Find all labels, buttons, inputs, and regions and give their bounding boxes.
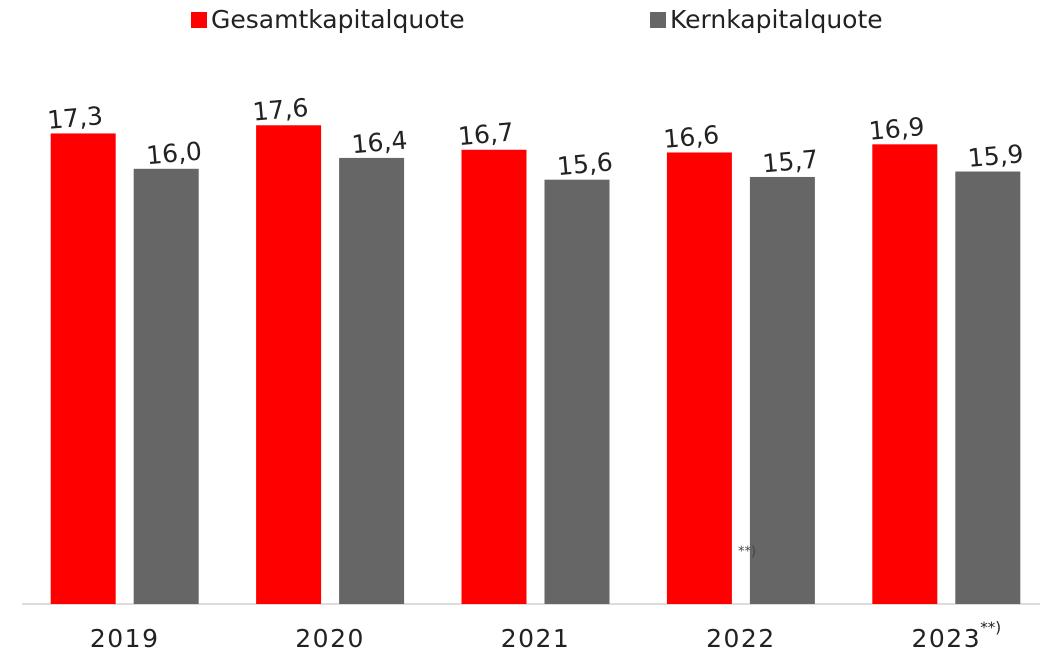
value-label: 15,6	[556, 147, 614, 181]
annotation: **)	[980, 619, 1001, 637]
bar	[256, 125, 322, 604]
value-label: 16,6	[662, 120, 720, 154]
value-label: 15,7	[761, 145, 819, 179]
x-tick-label: 2022	[706, 624, 776, 653]
value-label: 16,9	[868, 112, 926, 146]
x-tick-label: 2019	[90, 624, 160, 653]
x-tick-label: 2023	[911, 624, 981, 653]
legend-label: Gesamtkapitalquote	[211, 5, 465, 34]
bar	[666, 152, 732, 605]
legend-swatch	[191, 12, 207, 28]
bar	[544, 179, 610, 604]
value-label: 16,7	[457, 117, 515, 151]
legend-swatch	[650, 12, 666, 28]
value-label: 17,6	[251, 93, 309, 127]
bar	[749, 176, 815, 604]
x-tick-label: 2021	[501, 624, 571, 653]
value-label: 16,4	[350, 126, 408, 160]
bar	[133, 168, 199, 605]
bar	[955, 171, 1021, 604]
bar	[339, 157, 405, 605]
value-label: 17,3	[46, 101, 104, 135]
bar	[872, 144, 938, 604]
x-tick-label: 2020	[295, 624, 365, 653]
bar	[50, 133, 116, 604]
value-label: 15,9	[967, 139, 1025, 173]
legend-label: Kernkapitalquote	[670, 5, 883, 34]
annotation: **)	[738, 545, 756, 560]
value-label: 16,0	[145, 136, 203, 170]
bar	[461, 149, 527, 604]
